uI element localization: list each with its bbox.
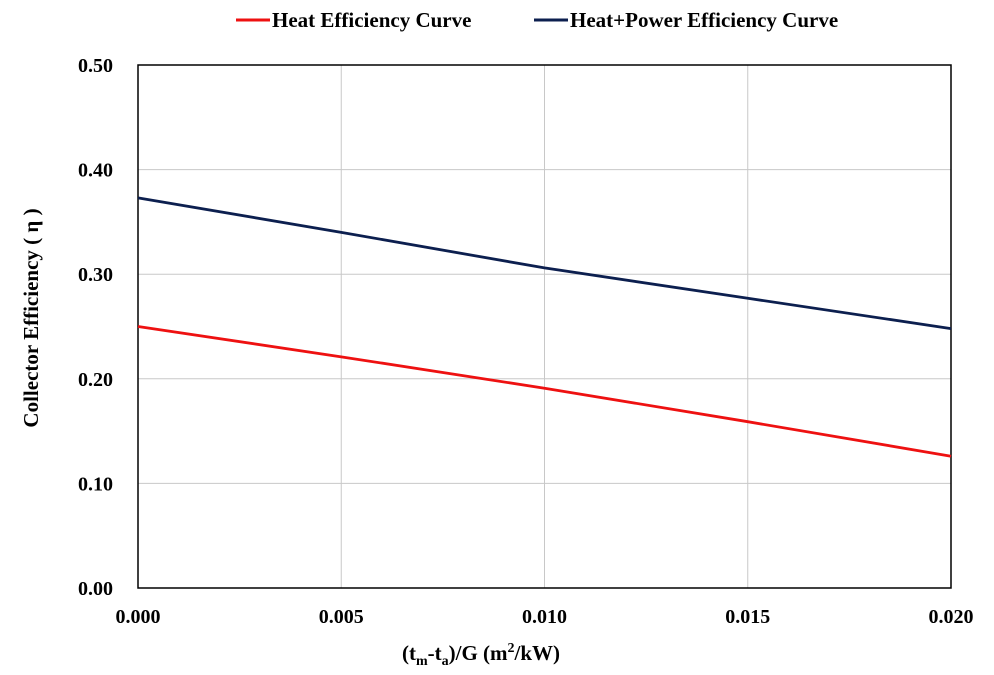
x-axis-ticks: 0.000 0.005 0.010 0.015 0.020 bbox=[116, 606, 974, 628]
x-tick-label: 0.005 bbox=[319, 606, 364, 628]
y-tick-label: 0.40 bbox=[78, 160, 113, 182]
y-tick-label: 0.10 bbox=[78, 473, 113, 495]
y-axis-ticks: 0.00 0.10 0.20 0.30 0.40 0.50 bbox=[78, 55, 113, 600]
x-tick-label: 0.000 bbox=[116, 606, 161, 628]
x-axis-title: (tm-ta)/G (m2/kW) bbox=[402, 641, 560, 669]
legend: Heat Efficiency Curve Heat+Power Efficie… bbox=[236, 8, 838, 32]
y-tick-label: 0.50 bbox=[78, 55, 113, 77]
y-tick-label: 0.00 bbox=[78, 578, 113, 600]
x-tick-label: 0.020 bbox=[929, 606, 974, 628]
x-tick-label: 0.010 bbox=[522, 606, 567, 628]
x-tick-label: 0.015 bbox=[725, 606, 770, 628]
series-lines bbox=[137, 196, 952, 458]
legend-label-heat: Heat Efficiency Curve bbox=[272, 8, 471, 32]
y-axis-title: Collector Efficiency ( η ) bbox=[19, 208, 43, 427]
legend-label-heat-power: Heat+Power Efficiency Curve bbox=[570, 8, 838, 32]
y-tick-label: 0.20 bbox=[78, 369, 113, 391]
y-tick-label: 0.30 bbox=[78, 264, 113, 286]
gridlines bbox=[138, 65, 951, 588]
series-line-heat bbox=[137, 325, 952, 458]
series-line-heat-power bbox=[137, 196, 952, 330]
